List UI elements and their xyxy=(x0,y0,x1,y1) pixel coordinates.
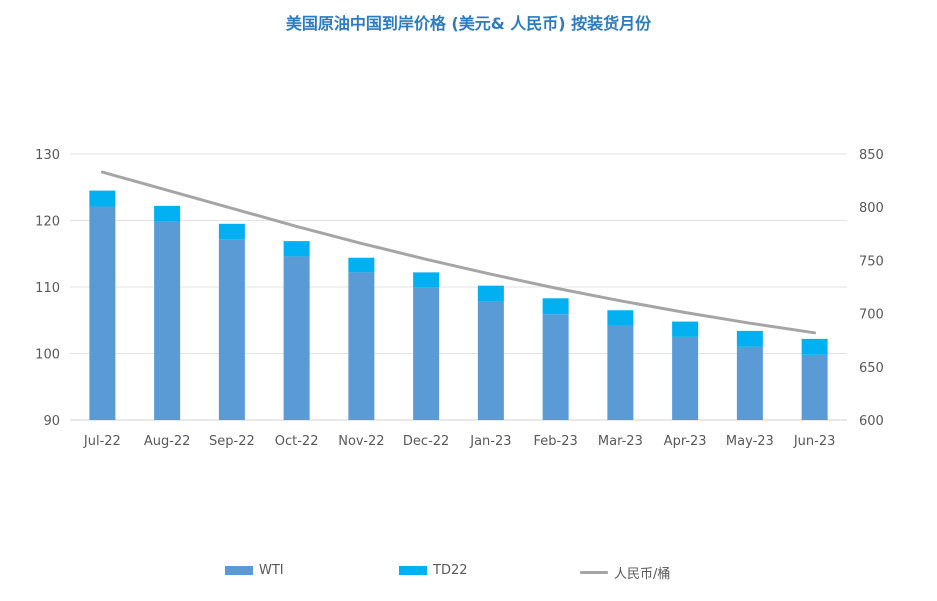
bar-td22 xyxy=(413,272,440,288)
bar-td22 xyxy=(672,321,699,337)
x-tick-label: Feb-23 xyxy=(534,434,578,449)
gridlines xyxy=(70,153,847,421)
legend-swatch-rmb xyxy=(580,571,608,574)
bar-td22 xyxy=(542,298,569,315)
x-tick-label: Dec-22 xyxy=(403,434,449,449)
y-axis-right: 600 650 700 750 800 850 xyxy=(859,148,884,429)
legend-item-rmb: 人民币/桶 xyxy=(580,563,670,582)
legend-swatch-wti xyxy=(225,566,253,575)
legend-label-td22: TD22 xyxy=(433,563,468,578)
x-tick-label: Oct-22 xyxy=(275,434,319,449)
y-tick-label-right: 650 xyxy=(859,361,884,376)
x-axis: Jul-22 Aug-22 Sep-22 Oct-22 Nov-22 Dec-22 Jan-… xyxy=(83,434,835,449)
x-tick-label: Mar-23 xyxy=(598,434,643,449)
line-rmb-per-barrel xyxy=(100,170,817,335)
bar-td22 xyxy=(477,285,504,302)
x-tick-label: Jul-22 xyxy=(83,434,121,449)
bar-td22 xyxy=(218,223,245,240)
bar-wti xyxy=(348,272,375,420)
legend-label-rmb: 人民币/桶 xyxy=(614,567,671,582)
line-series xyxy=(100,170,817,335)
y-tick-label-right: 800 xyxy=(859,201,884,216)
bar-wti xyxy=(413,287,440,420)
y-tick-label-left: 100 xyxy=(35,348,60,363)
bar-wti xyxy=(218,239,245,420)
bar-wti xyxy=(89,206,116,420)
bar-td22 xyxy=(607,310,634,326)
chart-title: 美国原油中国到岸价格 (美元& 人民币) 按装货月份 xyxy=(285,14,652,33)
y-tick-label-right: 700 xyxy=(859,308,884,323)
bar-wti xyxy=(801,354,828,420)
y-tick-label-right: 850 xyxy=(859,148,884,163)
y-tick-label-left: 120 xyxy=(35,215,60,230)
bar-wti xyxy=(672,336,699,420)
legend-swatch-td22 xyxy=(399,566,427,575)
y-tick-label-right: 600 xyxy=(859,414,884,429)
x-tick-label: Jan-23 xyxy=(469,434,511,449)
legend-label-wti: WTI xyxy=(259,563,284,578)
y-tick-label-left: 90 xyxy=(43,414,60,429)
legend-item-td22: TD22 xyxy=(399,563,468,578)
bar-wti xyxy=(154,221,181,420)
x-tick-label: Nov-22 xyxy=(338,434,384,449)
y-tick-label-right: 750 xyxy=(859,254,884,269)
bar-td22 xyxy=(283,241,310,257)
y-axis-left: 90 100 110 120 130 xyxy=(35,148,60,429)
x-tick-label: Apr-23 xyxy=(664,434,707,449)
x-tick-label: Sep-22 xyxy=(209,434,255,449)
bar-wti xyxy=(736,346,763,420)
legend-item-wti: WTI xyxy=(225,563,284,578)
legend: WTI TD22 人民币/桶 xyxy=(0,563,937,583)
bar-wti xyxy=(477,301,504,420)
bar-td22 xyxy=(154,205,181,222)
bar-wti xyxy=(542,314,569,420)
x-tick-label: Jun-23 xyxy=(793,434,836,449)
bar-td22 xyxy=(348,257,375,273)
x-tick-label: Aug-22 xyxy=(144,434,191,449)
y-tick-label-left: 130 xyxy=(35,148,60,163)
y-tick-label-left: 110 xyxy=(35,281,60,296)
bar-series xyxy=(89,190,828,420)
bar-wti xyxy=(283,256,310,420)
bar-td22 xyxy=(736,330,763,347)
bar-td22 xyxy=(89,190,116,207)
x-tick-label: May-23 xyxy=(726,434,774,449)
bar-wti xyxy=(607,325,634,420)
bar-td22 xyxy=(801,338,828,355)
